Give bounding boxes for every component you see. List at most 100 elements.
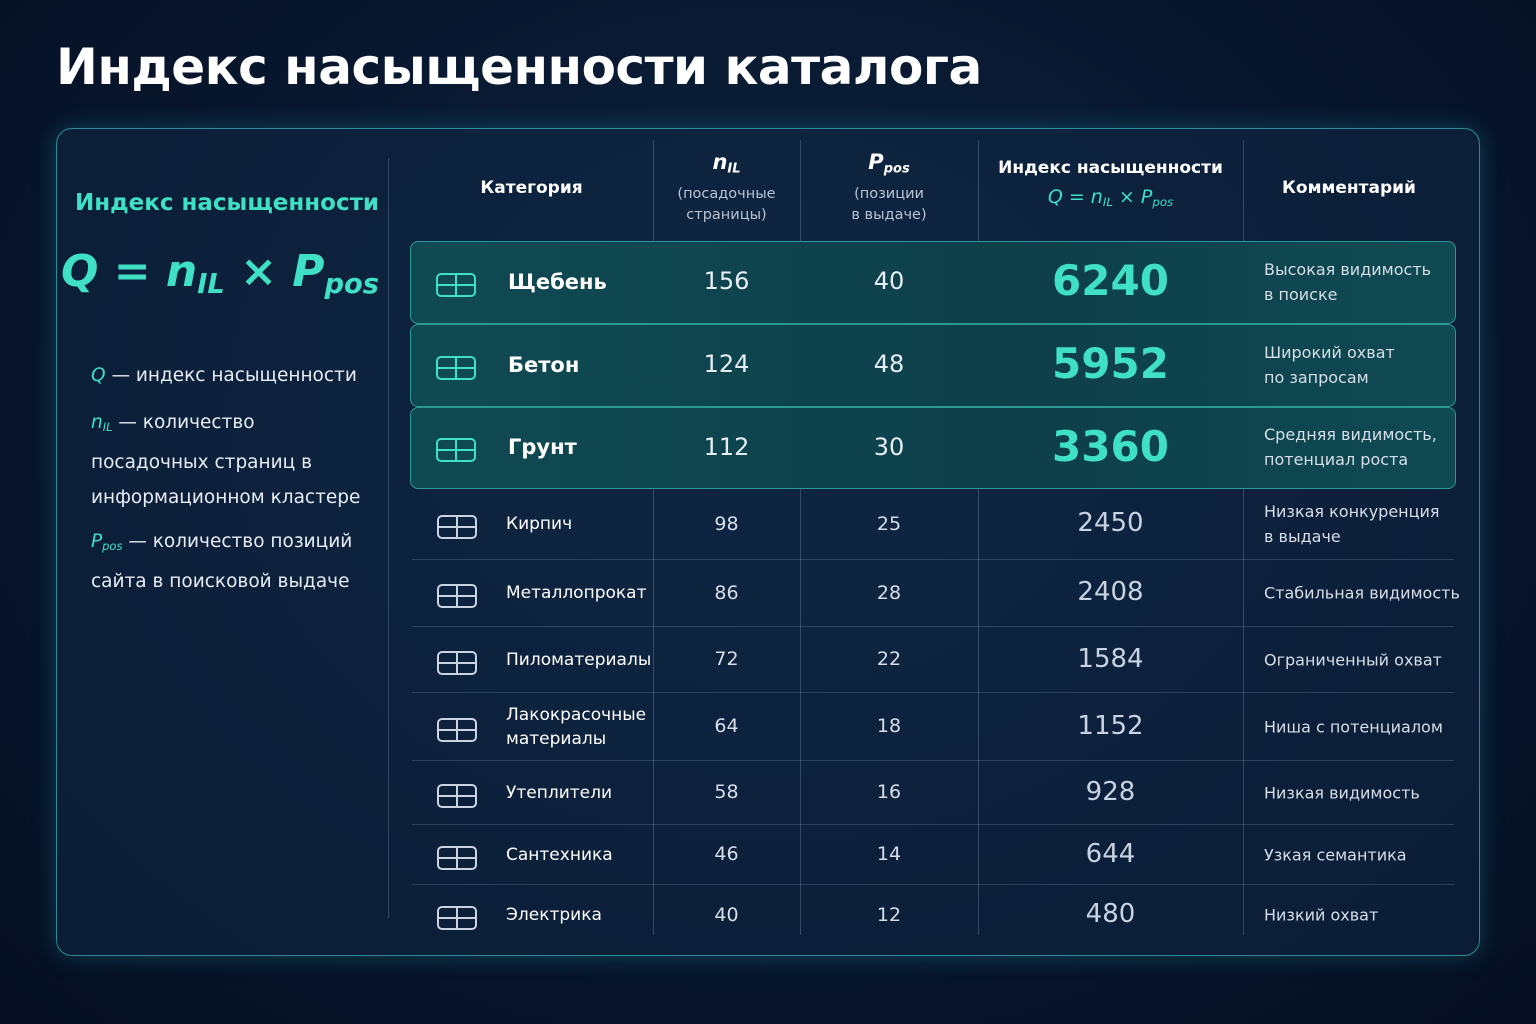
symbol-subscript: IL (102, 419, 113, 434)
comment: Низкая конкуренция в выдаче (1264, 499, 1440, 549)
p-value: 40 (873, 267, 905, 296)
n-value: 98 (714, 512, 739, 535)
column-divider (1243, 140, 1244, 935)
symbol-subscript: IL (727, 161, 741, 177)
formula-subscript: pos (1152, 194, 1174, 209)
q-value: 2450 (1077, 508, 1144, 539)
category-line: Пиломатериалы (506, 649, 652, 670)
symbol: n (712, 150, 728, 174)
category: Металлопрокат (506, 581, 646, 605)
divider (388, 158, 389, 918)
column-title: Комментарий (1282, 178, 1416, 198)
comment: Средняя видимость, потенциал роста (1264, 422, 1437, 472)
category-icon (436, 272, 476, 297)
category-icon (437, 845, 477, 870)
category: Грунт (508, 435, 577, 459)
definition-symbol: Q (91, 365, 106, 386)
column-formula: Q = nIL × Ppos (1048, 186, 1173, 209)
category-line: Металлопрокат (506, 583, 647, 603)
highlight-row (410, 407, 1456, 489)
definition: nIL — количество посадочных страниц в ин… (91, 405, 371, 515)
q-value: 2408 (1077, 577, 1144, 608)
category: Кирпич (506, 512, 572, 536)
p-value: 16 (876, 781, 902, 804)
category: Электрика (506, 903, 602, 927)
category: Лакокрасочные материалы (506, 703, 646, 751)
symbol-subscript: pos (883, 161, 910, 177)
q-value: 928 (1085, 776, 1136, 807)
comment: Высокая видимость в поиске (1264, 257, 1431, 307)
column-divider (978, 140, 979, 935)
comment-line: Стабильная видимость (1264, 583, 1460, 603)
comment-line: Ниша с потенциалом (1264, 717, 1443, 736)
comment-line: по запросам (1264, 367, 1369, 387)
row-divider (412, 626, 1454, 627)
formula-subscript: pos (324, 268, 380, 300)
note-line: страницы) (686, 207, 767, 223)
formula: Q = nIL × Ppos (61, 246, 379, 300)
comment-line: Высокая видимость (1264, 259, 1432, 279)
definition-symbol: Ppos (91, 531, 123, 553)
p-value: 14 (876, 843, 902, 866)
column-title: Категория (480, 178, 583, 198)
p-value: 18 (876, 715, 902, 738)
symbol: P (868, 150, 884, 174)
row-divider (412, 760, 1454, 761)
definition-symbol: nIL (91, 412, 113, 434)
highlight-row (410, 241, 1456, 324)
n-value: 124 (703, 350, 750, 379)
category-icon (436, 438, 476, 462)
q-value: 1584 (1077, 643, 1144, 674)
comment-line: в выдаче (1264, 527, 1341, 546)
symbol: n (91, 412, 103, 433)
n-value: 112 (703, 432, 750, 461)
q-value: 3360 (1052, 421, 1169, 471)
note-line: (посадочные (677, 186, 776, 202)
row-divider (412, 559, 1454, 560)
category-icon (437, 783, 477, 808)
comment: Ограниченный охват (1264, 647, 1442, 672)
comment: Широкий охват по запросам (1264, 340, 1395, 390)
n-value: 86 (714, 581, 739, 604)
category-icon (437, 717, 477, 742)
q-value: 6240 (1052, 256, 1169, 306)
row-divider (412, 824, 1454, 825)
column-note: (посадочные страницы) (677, 184, 775, 226)
category-icon (437, 650, 477, 675)
comment-line: потенциал роста (1264, 450, 1409, 469)
column-divider (800, 140, 801, 935)
formula-part: × P (1112, 186, 1153, 208)
comment-line: Низкий охват (1264, 905, 1379, 925)
page-title: Индекс насыщенности каталога (56, 38, 982, 96)
symbol: Q (91, 365, 106, 386)
formula-part: Q = n (60, 246, 198, 297)
comment: Узкая семантика (1264, 842, 1407, 867)
note-line: (позиции (854, 186, 924, 202)
p-value: 28 (876, 581, 902, 604)
p-value: 22 (876, 648, 902, 671)
q-value: 644 (1085, 838, 1136, 869)
symbol-subscript: pos (102, 538, 123, 553)
column-note: (позиции в выдаче) (851, 184, 926, 226)
category-icon (436, 355, 476, 380)
column-title: Индекс насыщенности (998, 158, 1223, 178)
comment-line: Низкая конкуренция (1264, 502, 1440, 521)
q-value: 480 (1085, 899, 1136, 930)
category: Сантехника (506, 843, 613, 867)
column-symbol: Ppos (868, 150, 909, 176)
category-icon (437, 906, 477, 930)
q-value: 1152 (1077, 710, 1144, 741)
p-value: 12 (876, 903, 902, 926)
definition-text: — количество позиций сайта в поисковой в… (91, 531, 353, 592)
column-divider (653, 140, 654, 935)
category-icon (437, 515, 477, 539)
category: Пиломатериалы (506, 648, 651, 672)
comment-line: Широкий охват (1264, 342, 1395, 362)
formula-part: × P (224, 246, 325, 297)
comment: Ниша с потенциалом (1264, 714, 1443, 739)
panel-label: Индекс насыщенности (74, 190, 380, 216)
comment-line: Узкая семантика (1264, 845, 1407, 864)
comment-line: Низкая видимость (1264, 783, 1420, 802)
definition: Q — индекс насыщенности (91, 358, 371, 393)
highlight-row (410, 324, 1456, 407)
